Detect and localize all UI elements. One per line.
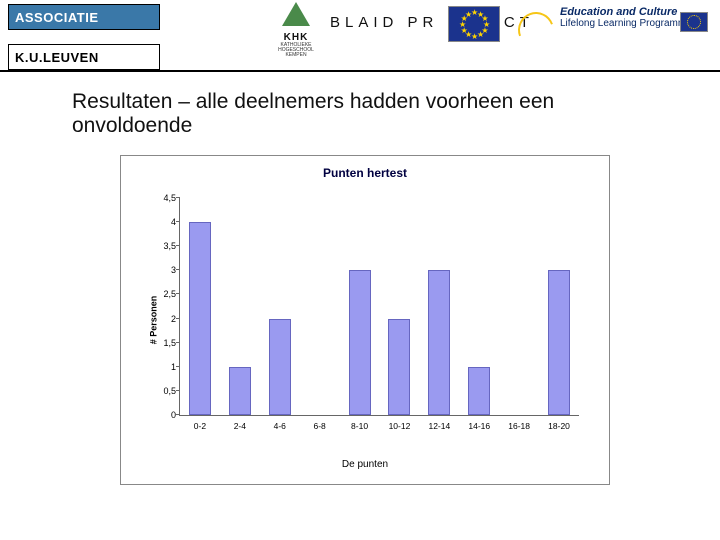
- chart-ytick-label: 4,5: [163, 193, 180, 203]
- chart-ytick-label: 2,5: [163, 289, 180, 299]
- eu-star-icon: ★: [465, 11, 472, 19]
- chart-xtick-label: 0-2: [194, 415, 206, 431]
- chart-ytick-label: 4: [171, 217, 180, 227]
- chart-bar: [189, 222, 211, 415]
- chart-title: Punten hertest: [121, 166, 609, 180]
- chart-ytick-mark: [176, 269, 180, 270]
- chart-xtick-label: 12-14: [428, 415, 450, 431]
- chart-ytick-mark: [176, 245, 180, 246]
- page: ASSOCIATIE K.U.LEUVEN KHK KATHOLIEKE HOG…: [0, 0, 720, 540]
- chart-xtick-label: 16-18: [508, 415, 530, 431]
- khk-sub2: HOGESCHOOL KEMPEN: [270, 48, 322, 58]
- chart-xtick-label: 10-12: [389, 415, 411, 431]
- chart-ytick-label: 2: [171, 314, 180, 324]
- chart-ytick-mark: [176, 221, 180, 222]
- chart-xtick-label: 8-10: [351, 415, 368, 431]
- chart-ytick-label: 1,5: [163, 338, 180, 348]
- associatie-badge: ASSOCIATIE: [8, 4, 160, 30]
- chart-xlabel: De punten: [121, 459, 609, 470]
- chart-ytick-mark: [176, 293, 180, 294]
- kuleuven-badge: K.U.LEUVEN: [8, 44, 160, 70]
- chart-xtick-label: 4-6: [274, 415, 286, 431]
- chart-bar: [388, 319, 410, 415]
- chart-ytick-label: 1: [171, 362, 180, 372]
- chart-ytick-mark: [176, 342, 180, 343]
- blaid-project-title: BLAID PRJECT: [330, 14, 534, 31]
- chart-ytick-mark: [176, 390, 180, 391]
- khk-logo: KHK KATHOLIEKE HOGESCHOOL KEMPEN: [270, 2, 322, 62]
- khk-mark-icon: [275, 2, 317, 30]
- header: ASSOCIATIE K.U.LEUVEN KHK KATHOLIEKE HOG…: [0, 0, 720, 85]
- llp-swirl-icon: [518, 12, 554, 48]
- header-divider: [0, 70, 720, 72]
- chart-ytick-mark: [176, 197, 180, 198]
- chart-bar: [548, 270, 570, 415]
- chart-xtick-label: 18-20: [548, 415, 570, 431]
- chart-ylabel: # Personen: [148, 296, 158, 345]
- chart-ytick-label: 0: [171, 410, 180, 420]
- chart-ytick-label: 0,5: [163, 386, 180, 396]
- associatie-label: ASSOCIATIE: [15, 10, 99, 25]
- education-culture-block: Education and Culture Lifelong Learning …: [560, 6, 710, 54]
- chart-bar: [349, 270, 371, 415]
- chart-plot-area: 00,511,522,533,544,50-22-44-66-88-1010-1…: [179, 198, 579, 416]
- chart-container: Punten hertest # Personen 00,511,522,533…: [120, 155, 610, 485]
- slide-title: Resultaten – alle deelnemers hadden voor…: [72, 90, 632, 138]
- blaid-left: BLAID PR: [330, 14, 438, 31]
- eu-flag-icon: ★★★★★★★★★★★★: [448, 6, 500, 42]
- chart-ytick-mark: [176, 366, 180, 367]
- chart-bar: [468, 367, 490, 415]
- chart-ytick-label: 3: [171, 265, 180, 275]
- chart-bar: [428, 270, 450, 415]
- kuleuven-label: K.U.LEUVEN: [15, 50, 99, 65]
- chart-xtick-label: 6-8: [313, 415, 325, 431]
- chart-xtick-label: 14-16: [468, 415, 490, 431]
- chart-ytick-mark: [176, 414, 180, 415]
- chart-bar: [229, 367, 251, 415]
- chart-ytick-label: 3,5: [163, 241, 180, 251]
- chart-ytick-mark: [176, 318, 180, 319]
- chart-bar: [269, 319, 291, 415]
- chart-xtick-label: 2-4: [234, 415, 246, 431]
- eu-flag-small-icon: [680, 12, 708, 32]
